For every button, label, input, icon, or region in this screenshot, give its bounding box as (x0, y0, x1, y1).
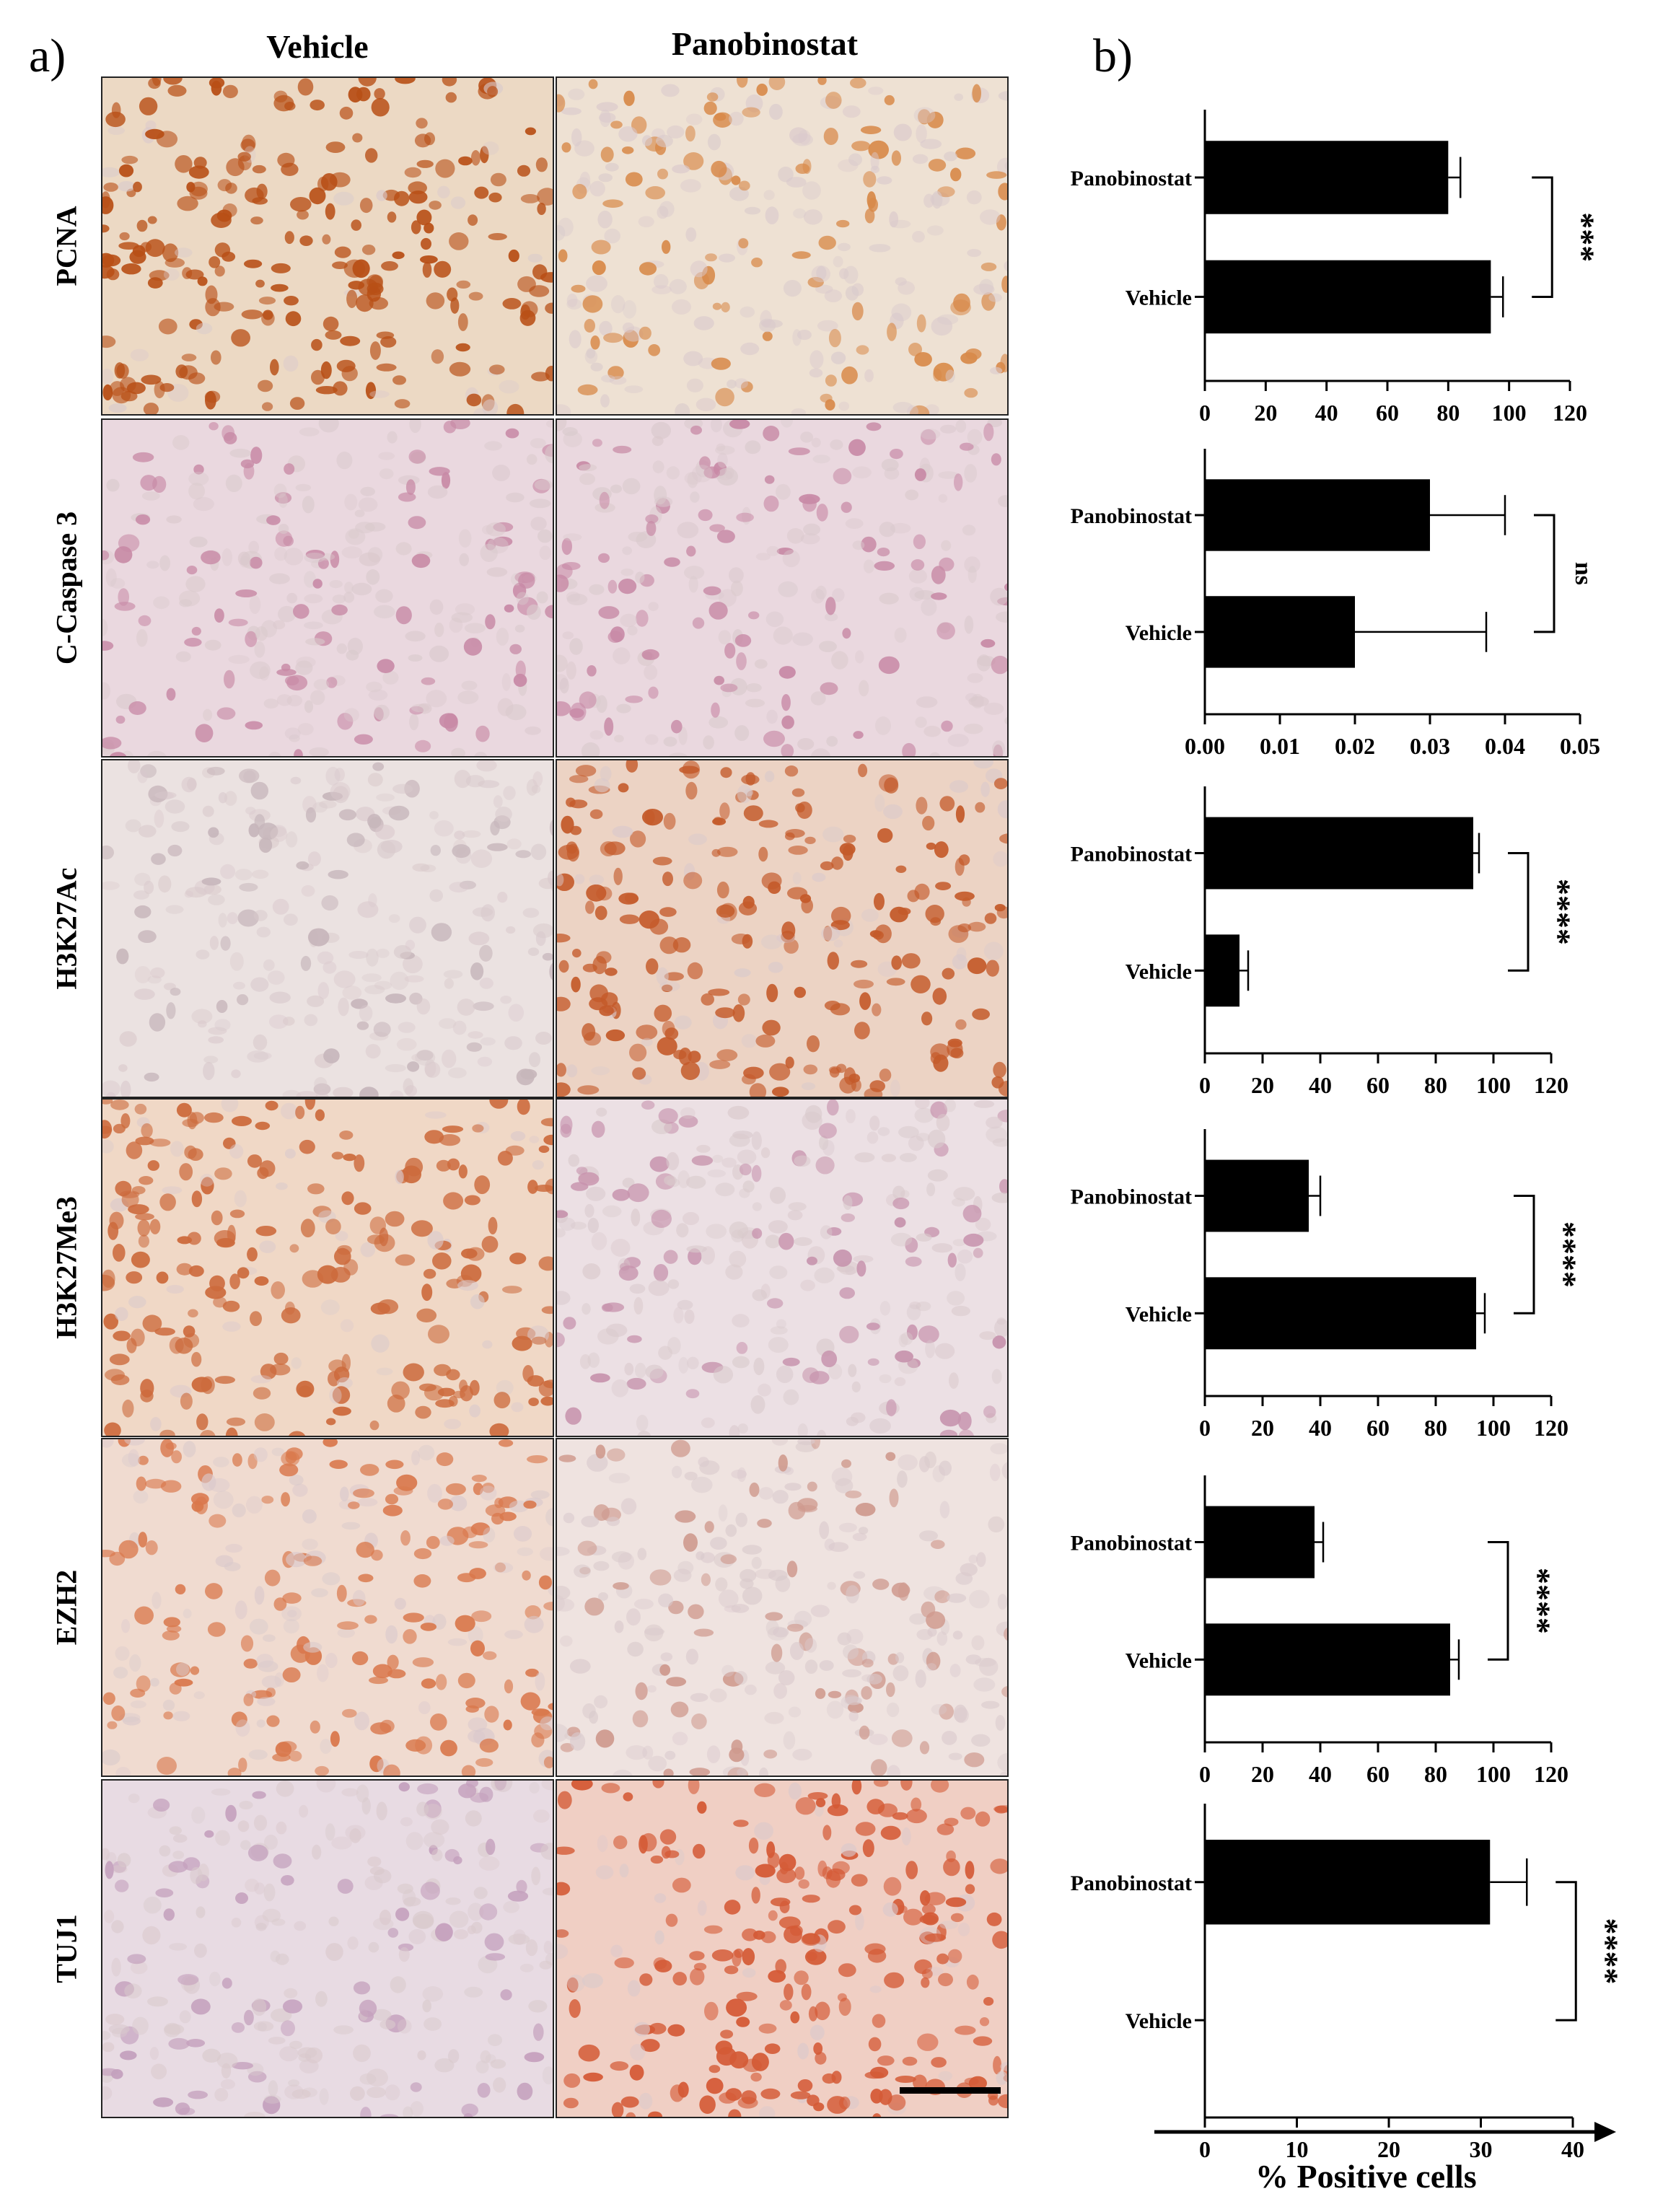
chart-5-x-tick-label: 120 (1534, 1761, 1568, 1787)
micrograph-vehicle-c-caspase-3 (101, 418, 554, 758)
chart-4-x-tick-label: 120 (1534, 1415, 1568, 1441)
chart-6-x-tick-label: 10 (1286, 2136, 1309, 2162)
chart-3-bar-panobinostat (1205, 817, 1473, 890)
chart-2-significance-label: ns (1570, 562, 1597, 585)
panel-a-label: a) (29, 30, 66, 82)
micrograph-panobinostat-pcna (556, 76, 1009, 416)
chart-4-bar-panobinostat (1205, 1159, 1309, 1232)
chart-2-x-tick-label: 0.00 (1185, 733, 1225, 759)
chart-4-x-tick-label: 40 (1309, 1415, 1332, 1441)
chart-3-bar-vehicle (1205, 934, 1239, 1007)
chart-4-significance-bracket (1514, 1195, 1535, 1315)
chart-3-category-label: Panobinostat (1071, 843, 1192, 866)
micrograph-vehicle-ezh2 (101, 1438, 554, 1777)
chart-3-x-tick-label: 20 (1251, 1072, 1274, 1098)
chart-5-x-tick-label: 40 (1309, 1761, 1332, 1787)
panel-b-label: b) (1093, 30, 1133, 82)
micrograph-panobinostat-h3k27ac (556, 759, 1009, 1098)
chart-2-x-tick-label: 0.01 (1260, 733, 1300, 759)
micrograph-panobinostat-h3k27me3 (556, 1098, 1009, 1437)
chart-3-category-label: Vehicle (1126, 960, 1192, 983)
chart-5-x-tick-label: 60 (1366, 1761, 1390, 1787)
chart-4-x-tick-label: 60 (1366, 1415, 1390, 1441)
chart-2-x-tick-label: 0.05 (1560, 733, 1600, 759)
chart-6-category-label: Vehicle (1126, 2009, 1192, 2033)
chart-5-x-tick-label: 20 (1251, 1761, 1274, 1787)
chart-2-category-label: Panobinostat (1071, 504, 1192, 528)
micrograph-vehicle-pcna (101, 76, 554, 416)
chart-3-x-tick-label: 100 (1476, 1072, 1511, 1098)
chart-3-x-tick-label: 60 (1366, 1072, 1390, 1098)
chart-6-significance-bracket (1556, 1881, 1577, 2022)
chart-4-x-tick-label: 80 (1424, 1415, 1447, 1441)
chart-5-significance-label: **** (1520, 1568, 1557, 1634)
chart-3-x-tick-label: 80 (1424, 1072, 1447, 1098)
chart-2-x-tick-label: 0.03 (1410, 733, 1450, 759)
chart-5-x-tick-label: 80 (1424, 1761, 1447, 1787)
chart-1-x-tick-label: 120 (1553, 400, 1587, 426)
column-header-panobinostat: Panobinostat (671, 25, 859, 62)
chart-1-x-tick-label: 60 (1376, 400, 1399, 426)
chart-1-category-label: Vehicle (1126, 286, 1192, 310)
chart-3-significance-bracket (1508, 852, 1530, 972)
chart-6-bar-panobinostat (1205, 1840, 1491, 1925)
chart-4-category-label: Vehicle (1126, 1302, 1192, 1326)
x-axis-title: % Positive cells (1255, 2158, 1477, 2195)
chart-5-bar-panobinostat (1205, 1506, 1315, 1579)
chart-4-bar-vehicle (1205, 1277, 1476, 1350)
x-axis-arrow-head (1594, 2122, 1616, 2142)
chart-1-x-tick-label: 80 (1436, 400, 1460, 426)
chart-2-category-label: Vehicle (1126, 621, 1192, 645)
micrograph-panobinostat-c-caspase-3 (556, 418, 1009, 758)
chart-5-x-tick-label: 0 (1199, 1761, 1211, 1787)
chart-4-significance-label: **** (1546, 1221, 1583, 1288)
micrograph-vehicle-tuj1 (101, 1779, 554, 2118)
micrograph-vehicle-h3k27ac (101, 759, 554, 1098)
chart-2-bar-panobinostat (1205, 479, 1430, 551)
chart-2-significance-bracket (1534, 514, 1556, 633)
chart-1-bar-panobinostat (1205, 141, 1449, 214)
chart-4-x-tick-label: 0 (1199, 1415, 1211, 1441)
chart-1-bar-vehicle (1205, 260, 1491, 334)
chart-6-x-tick-label: 20 (1377, 2136, 1400, 2162)
chart-1-x-tick-label: 0 (1199, 400, 1211, 426)
chart-6-category-label: Panobinostat (1071, 1871, 1192, 1895)
chart-2-x-tick-label: 0.02 (1335, 733, 1375, 759)
micrograph-vehicle-h3k27me3 (101, 1098, 554, 1437)
chart-5-bar-vehicle (1205, 1623, 1450, 1696)
chart-3-x-tick-label: 40 (1309, 1072, 1332, 1098)
chart-2-x-tick-label: 0.04 (1485, 733, 1525, 759)
chart-6-x-tick-label: 30 (1470, 2136, 1493, 2162)
chart-5-significance-bracket (1488, 1541, 1509, 1661)
chart-2-bar-vehicle (1205, 596, 1355, 668)
column-header-vehicle: Vehicle (266, 28, 369, 65)
chart-1-significance-bracket (1532, 176, 1553, 298)
chart-5-x-tick-label: 100 (1476, 1761, 1511, 1787)
chart-6-x-tick-label: 40 (1561, 2136, 1584, 2162)
chart-3-x-tick-label: 120 (1534, 1072, 1568, 1098)
chart-1-significance-label: *** (1565, 212, 1602, 262)
chart-3-x-tick-label: 0 (1199, 1072, 1211, 1098)
chart-1-x-tick-label: 100 (1492, 400, 1527, 426)
chart-1-x-tick-label: 20 (1254, 400, 1277, 426)
chart-1-x-tick-label: 40 (1315, 400, 1338, 426)
chart-6-significance-label: **** (1589, 1918, 1625, 1984)
micrograph-panobinostat-tuj1 (556, 1779, 1009, 2118)
scale-bar (900, 2087, 1001, 2094)
chart-3-significance-label: **** (1540, 879, 1577, 945)
chart-4-x-tick-label: 100 (1476, 1415, 1511, 1441)
micrograph-panobinostat-ezh2 (556, 1438, 1009, 1777)
chart-1-category-label: Panobinostat (1071, 167, 1192, 190)
chart-5-category-label: Panobinostat (1071, 1532, 1192, 1555)
chart-4-category-label: Panobinostat (1071, 1185, 1192, 1209)
chart-5-category-label: Vehicle (1126, 1649, 1192, 1672)
chart-6-x-tick-label: 0 (1199, 2136, 1211, 2162)
chart-4-x-tick-label: 20 (1251, 1415, 1274, 1441)
